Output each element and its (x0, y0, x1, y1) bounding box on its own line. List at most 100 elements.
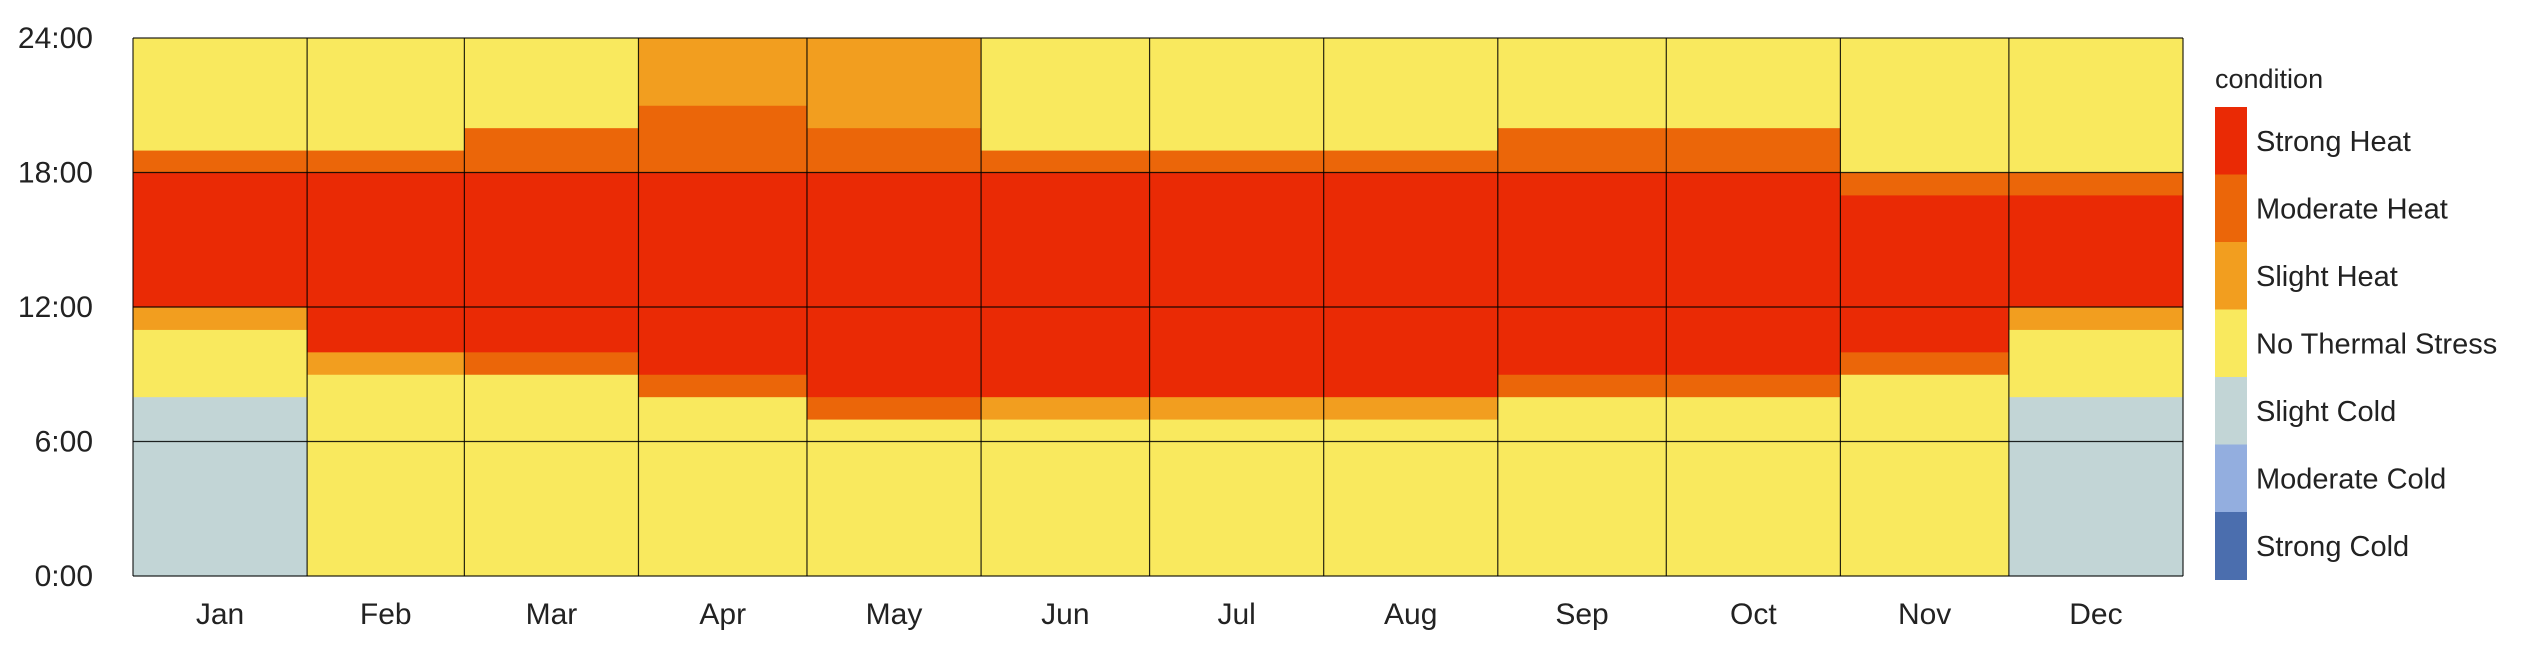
x-tick-label-mar: Mar (526, 598, 578, 631)
heatmap-cell-mar-0900to1000 (464, 351, 639, 375)
heatmap-cell-mar-1800to2000 (464, 127, 639, 173)
heatmap-cell-apr-2100to2400 (638, 38, 808, 106)
heatmap-cell-sep-1800to2000 (1497, 127, 1667, 173)
heatmap-cell-may-2000to2400 (806, 38, 982, 129)
heatmap-cell-jan-1200to1800 (133, 172, 308, 308)
legend-label: Strong Heat (2256, 126, 2411, 158)
heatmap-cell-jun-0000to0700 (981, 419, 1151, 577)
heatmap-cell-jul-0700to0800 (1149, 396, 1325, 420)
heatmap-cell-may-0800to1800 (806, 172, 982, 398)
x-tick-label-jul: Jul (1217, 598, 1255, 631)
heatmap-cell-nov-1700to1800 (1840, 172, 2010, 196)
heatmap-grid (132, 37, 2184, 577)
heatmap-cell-aug-0000to0700 (1323, 419, 1499, 577)
x-tick-label-aug: Aug (1384, 598, 1437, 631)
heatmap-cell-feb-0900to1000 (307, 351, 465, 375)
x-tick-label-sep: Sep (1555, 598, 1608, 631)
heatmap-cells (133, 38, 2184, 577)
x-axis-ticks: Jan Feb Mar Apr May Jun Jul Aug Sep Oct Nov Dec (196, 598, 2123, 631)
heatmap-cell-feb-0000to0900 (307, 374, 465, 577)
legend-label: Moderate Cold (2256, 463, 2446, 495)
legend-label: Slight Heat (2256, 261, 2398, 293)
y-tick-label: 24:00 (18, 22, 93, 55)
heatmap-cell-may-0700to0800 (806, 396, 982, 420)
heatmap-cell-feb-1000to1800 (307, 172, 465, 353)
heatmap-cell-jun-1900to2400 (981, 38, 1151, 151)
heatmap-cell-aug-0700to0800 (1323, 396, 1499, 420)
y-tick-label: 12:00 (18, 291, 93, 324)
heatmap-cell-feb-1800to1900 (307, 150, 465, 173)
heatmap-cell-nov-0900to1000 (1840, 351, 2010, 375)
heatmap-cell-apr-1800to2100 (638, 105, 808, 173)
heatmap-cell-nov-0000to0900 (1840, 374, 2010, 577)
heatmap-cell-dec-1700to1800 (2008, 172, 2184, 196)
legend-swatch (2215, 107, 2247, 175)
heatmap-cell-oct-1800to2000 (1666, 127, 1841, 173)
heatmap-cell-may-1800to2000 (806, 127, 982, 173)
x-tick-label-jan: Jan (196, 598, 244, 631)
legend-swatch (2215, 377, 2247, 445)
heatmap-cell-mar-0000to0900 (464, 374, 639, 577)
heatmap-cell-sep-0900to1800 (1497, 172, 1667, 375)
legend-swatch (2215, 444, 2247, 513)
x-tick-label-feb: Feb (360, 598, 412, 631)
x-tick-label-nov: Nov (1898, 598, 1951, 631)
legend-swatch (2215, 309, 2247, 378)
y-tick-label: 0:00 (35, 560, 93, 593)
legend-label: No Thermal Stress (2256, 328, 2497, 360)
heatmap-cell-nov-1000to1700 (1840, 194, 2010, 353)
heatmap-cell-mar-1000to1800 (464, 172, 639, 353)
heatmap-cell-jan-0000to0800 (133, 396, 308, 577)
heatmap-cell-dec-0800to1100 (2008, 329, 2184, 398)
x-tick-label-may: May (866, 598, 923, 631)
heatmap-cell-oct-0800to0900 (1666, 374, 1841, 398)
heatmap-cell-apr-0900to1800 (638, 172, 808, 375)
heatmap-cell-oct-2000to2400 (1666, 38, 1841, 129)
heatmap-cell-dec-1800to2400 (2008, 38, 2184, 173)
heatmap-cell-oct-0900to1800 (1666, 172, 1841, 375)
heatmap-cell-apr-0800to0900 (638, 374, 808, 398)
y-axis-ticks: 0:00 6:00 12:00 18:00 24:00 (18, 22, 93, 593)
heatmap-cell-aug-0800to1800 (1323, 172, 1499, 398)
heatmap-cell-jul-1900to2400 (1149, 38, 1325, 151)
legend-title: condition (2215, 64, 2323, 94)
heatmap-cell-sep-0000to0800 (1497, 396, 1667, 577)
legend-label: Slight Cold (2256, 396, 2396, 428)
legend-label: Strong Cold (2256, 531, 2409, 563)
heatmap-cell-jul-0000to0700 (1149, 419, 1325, 577)
heatmap-cell-jun-1800to1900 (981, 150, 1151, 173)
heatmap-cell-aug-1800to1900 (1323, 150, 1499, 173)
x-tick-label-jun: Jun (1041, 598, 1089, 631)
y-tick-label: 6:00 (35, 426, 93, 459)
legend: condition Strong Heat Moderate Heat Slight… (2215, 64, 2497, 580)
heatmap-cell-mar-2000to2400 (464, 38, 639, 129)
heatmap-cell-jul-1800to1900 (1149, 150, 1325, 173)
heatmap-cell-jan-0800to1100 (133, 329, 308, 398)
x-tick-label-apr: Apr (699, 598, 746, 631)
heatmap-cell-jun-0800to1800 (981, 172, 1151, 398)
heatmap-cell-jul-0800to1800 (1149, 172, 1325, 398)
legend-swatch (2215, 512, 2247, 580)
heatmap-cell-dec-0000to0800 (2008, 396, 2184, 577)
heatmap-cell-sep-0800to0900 (1497, 374, 1667, 398)
x-tick-label-dec: Dec (2069, 598, 2122, 631)
legend-swatch (2215, 242, 2247, 310)
heatmap-cell-jun-0700to0800 (981, 396, 1151, 420)
legend-label: Moderate Heat (2256, 193, 2448, 225)
heatmap-cell-jan-1900to2400 (133, 38, 308, 151)
heatmap-cell-nov-1800to2400 (1840, 38, 2010, 173)
legend-swatch (2215, 174, 2247, 243)
y-tick-label: 18:00 (18, 157, 93, 190)
heatmap-cell-dec-1200to1700 (2008, 194, 2184, 308)
heatmap-cell-oct-0000to0800 (1666, 396, 1841, 577)
heatmap-cell-jan-1800to1900 (133, 150, 308, 173)
heatmap-cell-sep-2000to2400 (1497, 38, 1667, 129)
heatmap-cell-may-0000to0700 (806, 419, 982, 577)
heatmap-cell-aug-1900to2400 (1323, 38, 1499, 151)
heatmap-cell-feb-1900to2400 (307, 38, 465, 151)
heatmap-cell-dec-1100to1200 (2008, 307, 2184, 330)
x-tick-label-oct: Oct (1730, 598, 1777, 631)
heatmap-cell-jan-1100to1200 (133, 307, 308, 330)
heatmap-cell-apr-0000to0800 (638, 396, 808, 577)
